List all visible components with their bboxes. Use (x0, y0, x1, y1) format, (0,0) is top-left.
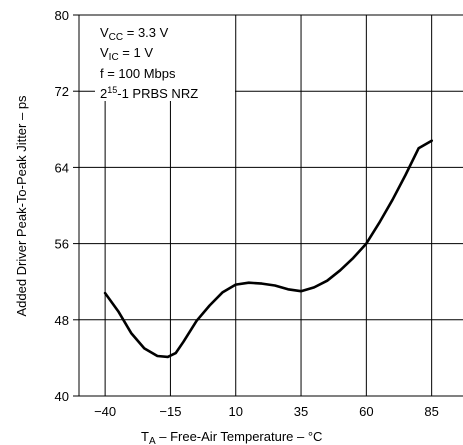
y-tick-label: 40 (55, 389, 69, 404)
annotation-box (95, 11, 235, 101)
y-tick-label: 72 (55, 84, 69, 99)
y-tick-label: 80 (55, 8, 69, 23)
x-tick-label: 60 (359, 404, 373, 419)
y-tick-label: 64 (55, 160, 69, 175)
annotation-vic: VIC = 1 V (100, 45, 153, 63)
y-tick-label: 48 (55, 313, 69, 328)
x-tick-label: 35 (294, 404, 308, 419)
y-tick-label: 56 (55, 237, 69, 252)
x-tick-label: −15 (159, 404, 181, 419)
y-tick-labels: 40 48 56 64 72 80 (55, 8, 69, 404)
annotation-block: VCC = 3.3 V VIC = 1 V f = 100 Mbps 215-1… (100, 25, 198, 101)
y-axis-label: Added Driver Peak-To-Peak Jitter – ps (14, 95, 29, 317)
x-tick-label: 10 (229, 404, 243, 419)
x-tick-labels: −40 −15 10 35 60 85 (94, 404, 439, 419)
annotation-prbs: 215-1 PRBS NRZ (100, 85, 198, 101)
annotation-vcc: VCC = 3.3 V (100, 25, 169, 43)
series-line (103, 139, 433, 359)
x-tick-label: −40 (94, 404, 116, 419)
x-axis-label: TA – Free-Air Temperature – °C (141, 429, 322, 445)
annotation-frequency: f = 100 Mbps (100, 66, 176, 81)
x-tick-label: 85 (424, 404, 438, 419)
